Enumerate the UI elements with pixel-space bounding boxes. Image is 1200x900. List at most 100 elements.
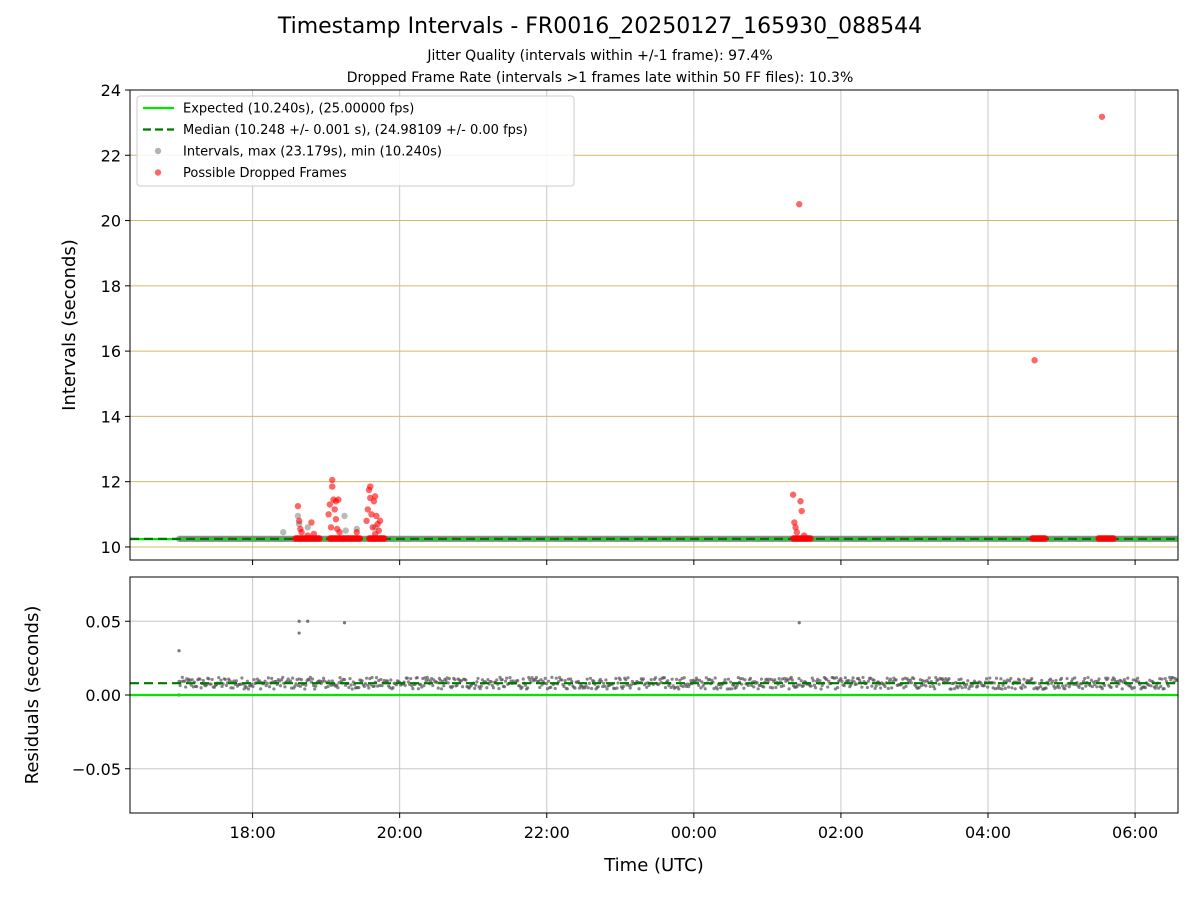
residual-point <box>703 687 707 691</box>
residual-point <box>207 677 211 681</box>
residual-point <box>649 677 653 682</box>
residual-point <box>773 678 777 682</box>
residual-point <box>1030 677 1034 681</box>
residual-point <box>1009 676 1013 681</box>
residual-point <box>909 681 914 685</box>
residual-point <box>1038 685 1043 689</box>
dropped-frame-point <box>368 511 375 518</box>
interval-point <box>304 524 311 531</box>
dropped-frame-point <box>375 527 383 534</box>
intervals-plot-area <box>130 113 1178 543</box>
residual-point <box>495 678 499 682</box>
residual-point <box>201 678 205 683</box>
dropped-frame-point <box>381 535 388 542</box>
dropped-frame-point <box>329 476 336 484</box>
residual-point <box>1090 685 1095 689</box>
dropped-frame-point <box>1110 535 1117 542</box>
residual-point <box>801 684 806 688</box>
intervals-ytick-label: 12 <box>101 473 121 492</box>
residual-point <box>1048 677 1053 681</box>
residual-point <box>198 677 202 681</box>
residual-point <box>941 678 946 683</box>
residual-point <box>500 678 504 682</box>
residual-point <box>730 687 734 691</box>
residual-point <box>1022 677 1026 681</box>
residual-point <box>748 676 753 680</box>
residual-point <box>573 686 577 690</box>
residual-point <box>210 677 214 682</box>
residual-point <box>526 686 530 690</box>
residual-point <box>453 678 457 682</box>
residual-point <box>904 684 908 688</box>
residual-point <box>682 676 686 680</box>
residual-point <box>762 685 766 689</box>
residuals-xtick-label: 06:00 <box>1112 823 1158 842</box>
residual-point <box>569 677 573 681</box>
residual-point <box>811 678 815 683</box>
residual-point <box>997 684 1001 688</box>
residuals-ytick-label: 0.00 <box>85 686 121 705</box>
residual-point <box>937 682 941 686</box>
residual-point <box>719 686 723 690</box>
legend-box <box>136 95 575 187</box>
jitter-quality-subtitle: Jitter Quality (intervals within +/-1 fr… <box>427 48 773 64</box>
residual-point <box>622 684 626 689</box>
interval-point <box>280 529 287 536</box>
residual-point <box>411 686 415 691</box>
residual-point <box>1149 684 1153 688</box>
residual-point <box>491 686 496 690</box>
residual-point <box>475 680 479 684</box>
residual-point <box>1086 675 1090 680</box>
intervals-ytick-label: 24 <box>101 81 121 100</box>
residual-point <box>732 683 736 687</box>
residual-point <box>890 686 894 690</box>
residual-point <box>189 683 193 687</box>
residual-point <box>934 676 938 680</box>
residual-point <box>479 684 483 688</box>
residual-point <box>839 677 843 681</box>
residual-point <box>984 677 989 681</box>
residual-point <box>860 685 864 689</box>
interval-point <box>342 527 349 534</box>
residual-point <box>240 676 244 680</box>
residual-point <box>713 676 717 680</box>
residual-point <box>1166 684 1171 688</box>
residual-point <box>1159 684 1163 688</box>
residual-point <box>587 681 592 685</box>
residual-point <box>379 677 383 682</box>
residual-point <box>960 686 964 690</box>
residual-point <box>1122 678 1127 682</box>
residual-point <box>366 683 370 688</box>
dropped-frame-point <box>807 535 814 542</box>
residual-point <box>257 679 262 683</box>
residual-point <box>246 687 251 691</box>
intervals-axes-frame <box>129 89 1179 561</box>
residual-point <box>281 675 285 679</box>
residual-point <box>836 686 840 690</box>
residual-point <box>824 677 829 682</box>
residual-point <box>307 678 311 682</box>
residual-point <box>497 686 501 691</box>
dropped-frame-point <box>1042 535 1049 542</box>
residual-point <box>217 676 221 680</box>
residual-point <box>348 677 352 681</box>
residual-point <box>451 684 455 689</box>
residual-point <box>184 685 188 689</box>
residual-point <box>342 621 347 625</box>
residual-point <box>924 684 928 688</box>
residual-point <box>560 678 564 682</box>
residual-point <box>586 686 590 690</box>
residual-point <box>1008 679 1012 683</box>
residual-point <box>1064 683 1068 688</box>
dropped-frame-point <box>792 524 799 531</box>
residual-point <box>699 686 703 690</box>
dropped-frame-point <box>304 532 311 539</box>
residual-point <box>861 675 865 680</box>
residual-point <box>549 685 553 689</box>
residual-point <box>674 677 679 681</box>
residual-point <box>870 684 874 688</box>
residuals-xtick-label: 22:00 <box>524 823 570 842</box>
residual-point <box>1001 683 1005 687</box>
residual-point <box>1097 677 1101 681</box>
residual-point <box>293 684 297 688</box>
